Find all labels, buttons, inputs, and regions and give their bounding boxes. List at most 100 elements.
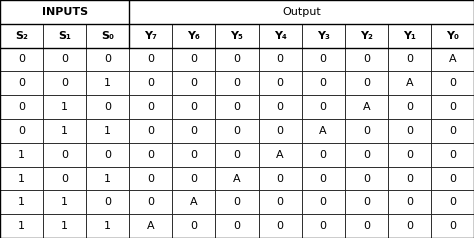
Bar bbox=[301, 24, 345, 48]
Text: 0: 0 bbox=[18, 102, 25, 112]
Bar bbox=[0, 167, 43, 190]
Bar bbox=[216, 24, 258, 48]
Bar bbox=[388, 71, 431, 95]
Text: 1: 1 bbox=[18, 150, 25, 160]
Text: A: A bbox=[449, 55, 456, 64]
Bar bbox=[43, 48, 86, 71]
Text: 0: 0 bbox=[319, 174, 327, 183]
Bar bbox=[86, 48, 129, 71]
Bar bbox=[431, 24, 474, 48]
Bar bbox=[258, 190, 301, 214]
Bar bbox=[43, 167, 86, 190]
Bar bbox=[0, 190, 43, 214]
Text: 0: 0 bbox=[234, 102, 240, 112]
Bar bbox=[258, 167, 301, 190]
Text: 0: 0 bbox=[277, 221, 283, 231]
Text: S₁: S₁ bbox=[58, 31, 71, 41]
Bar bbox=[216, 119, 258, 143]
Text: 0: 0 bbox=[363, 150, 370, 160]
Bar bbox=[173, 95, 216, 119]
Bar bbox=[431, 71, 474, 95]
Text: 0: 0 bbox=[61, 174, 68, 183]
Bar bbox=[86, 119, 129, 143]
Bar bbox=[86, 214, 129, 238]
Bar bbox=[301, 214, 345, 238]
Text: 0: 0 bbox=[61, 78, 68, 88]
Bar bbox=[301, 48, 345, 71]
Bar bbox=[0, 119, 43, 143]
Text: 0: 0 bbox=[234, 221, 240, 231]
Text: 0: 0 bbox=[104, 55, 111, 64]
Text: 0: 0 bbox=[363, 197, 370, 207]
Text: 0: 0 bbox=[449, 197, 456, 207]
Text: Y₄: Y₄ bbox=[273, 31, 286, 41]
Bar bbox=[0, 48, 43, 71]
Text: 0: 0 bbox=[363, 174, 370, 183]
Text: 0: 0 bbox=[147, 150, 155, 160]
Text: 1: 1 bbox=[104, 174, 111, 183]
Text: INPUTS: INPUTS bbox=[42, 7, 88, 17]
Text: A: A bbox=[363, 102, 370, 112]
Text: 1: 1 bbox=[18, 221, 25, 231]
Text: 0: 0 bbox=[147, 78, 155, 88]
Text: 1: 1 bbox=[61, 102, 68, 112]
Text: 0: 0 bbox=[406, 55, 413, 64]
Text: S₂: S₂ bbox=[15, 31, 28, 41]
Text: 0: 0 bbox=[406, 126, 413, 136]
Text: A: A bbox=[147, 221, 155, 231]
Text: 0: 0 bbox=[147, 197, 155, 207]
Bar bbox=[258, 119, 301, 143]
Text: 0: 0 bbox=[61, 55, 68, 64]
Text: 0: 0 bbox=[406, 174, 413, 183]
Bar bbox=[173, 71, 216, 95]
Bar bbox=[86, 190, 129, 214]
Bar bbox=[258, 143, 301, 167]
Bar bbox=[129, 71, 173, 95]
Bar bbox=[86, 71, 129, 95]
Bar bbox=[0, 214, 43, 238]
Text: 0: 0 bbox=[277, 126, 283, 136]
Bar bbox=[431, 95, 474, 119]
Bar bbox=[345, 119, 388, 143]
Bar bbox=[129, 0, 474, 24]
Bar bbox=[258, 24, 301, 48]
Bar bbox=[258, 214, 301, 238]
Text: 0: 0 bbox=[449, 126, 456, 136]
Bar bbox=[129, 95, 173, 119]
Bar bbox=[431, 167, 474, 190]
Bar bbox=[345, 48, 388, 71]
Text: 0: 0 bbox=[61, 150, 68, 160]
Bar bbox=[173, 119, 216, 143]
Bar bbox=[86, 167, 129, 190]
Bar bbox=[258, 95, 301, 119]
Text: 0: 0 bbox=[147, 174, 155, 183]
Text: 1: 1 bbox=[104, 221, 111, 231]
Text: 0: 0 bbox=[319, 78, 327, 88]
Bar bbox=[345, 95, 388, 119]
Text: 0: 0 bbox=[104, 197, 111, 207]
Text: 0: 0 bbox=[147, 102, 155, 112]
Bar bbox=[258, 71, 301, 95]
Bar bbox=[43, 190, 86, 214]
Text: 0: 0 bbox=[234, 78, 240, 88]
Text: 0: 0 bbox=[319, 102, 327, 112]
Bar bbox=[345, 71, 388, 95]
Bar bbox=[431, 214, 474, 238]
Text: 1: 1 bbox=[18, 174, 25, 183]
Bar bbox=[129, 143, 173, 167]
Bar bbox=[345, 167, 388, 190]
Text: 0: 0 bbox=[363, 55, 370, 64]
Bar bbox=[216, 190, 258, 214]
Text: 0: 0 bbox=[18, 78, 25, 88]
Bar bbox=[216, 214, 258, 238]
Bar bbox=[129, 119, 173, 143]
Text: 1: 1 bbox=[18, 197, 25, 207]
Bar bbox=[129, 214, 173, 238]
Text: A: A bbox=[276, 150, 284, 160]
Text: Y₀: Y₀ bbox=[446, 31, 459, 41]
Text: 0: 0 bbox=[191, 78, 197, 88]
Text: 0: 0 bbox=[277, 78, 283, 88]
Bar bbox=[216, 48, 258, 71]
Text: 0: 0 bbox=[104, 150, 111, 160]
Bar bbox=[43, 24, 86, 48]
